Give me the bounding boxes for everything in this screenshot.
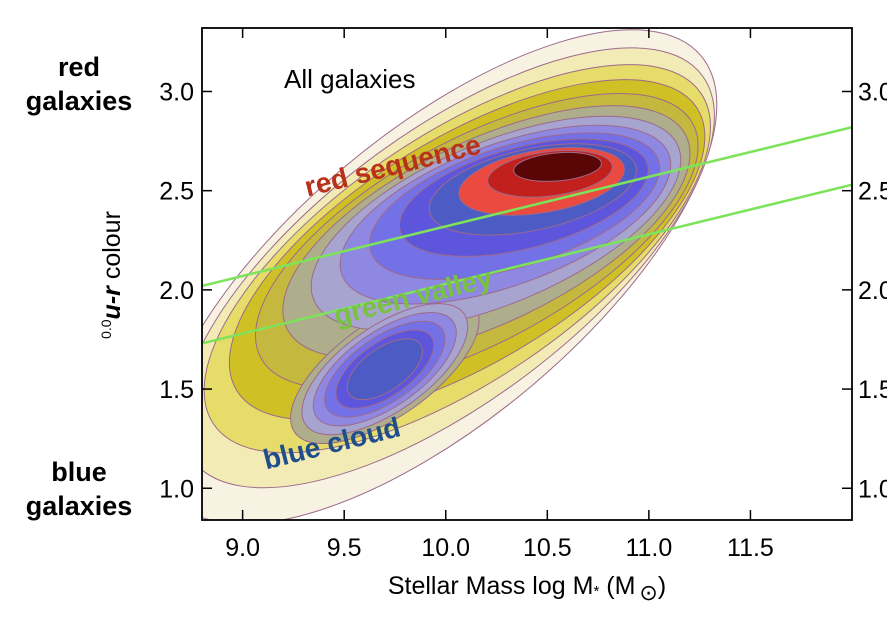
y-tick-label: 3.0 <box>159 78 194 106</box>
y-tick-label-right: 2.0 <box>858 277 887 305</box>
red-galaxies-label: red galaxies <box>25 52 133 116</box>
sun-symbol-icon: ⊙ <box>639 580 657 605</box>
x-tick-label: 9.5 <box>327 534 362 562</box>
blue-galaxies-label: blue galaxies <box>25 457 133 521</box>
x-axis-label: Stellar Mass log M* (M ⊙) <box>388 572 666 605</box>
x-tick-label: 10.5 <box>523 534 572 562</box>
y-axis-label: 0.0u-r colour <box>98 211 126 339</box>
density-band-blue-cloud <box>346 338 423 401</box>
axis-tick-labels: 9.0 9.5 10.0 10.5 11.0 11.5 1.0 1.0 1.5 1.5 2.0 2.0… <box>159 78 887 562</box>
green-valley-boundary-line <box>202 183 852 345</box>
plot-frame <box>201 27 853 521</box>
y-tick-label: 1.0 <box>159 475 194 503</box>
x-tick-label: 9.0 <box>225 534 260 562</box>
y-tick-label: 1.5 <box>159 376 194 404</box>
y-tick-label-right: 2.5 <box>858 178 887 206</box>
axis-ticks <box>202 28 852 520</box>
density-contours <box>202 29 718 520</box>
green-valley-lines <box>202 125 852 345</box>
panel-title: All galaxies <box>284 64 416 94</box>
y-tick-label: 2.0 <box>159 277 194 305</box>
y-tick-label: 2.5 <box>159 178 194 206</box>
y-tick-label-right: 3.0 <box>858 78 887 106</box>
y-tick-label-right: 1.5 <box>858 376 887 404</box>
green-valley-boundary-line <box>202 125 852 288</box>
x-tick-label: 10.0 <box>421 534 470 562</box>
y-tick-label-right: 1.0 <box>858 475 887 503</box>
density-band-red-sequence <box>513 151 602 182</box>
x-tick-label: 11.5 <box>727 534 774 562</box>
x-tick-label: 11.0 <box>625 534 672 562</box>
